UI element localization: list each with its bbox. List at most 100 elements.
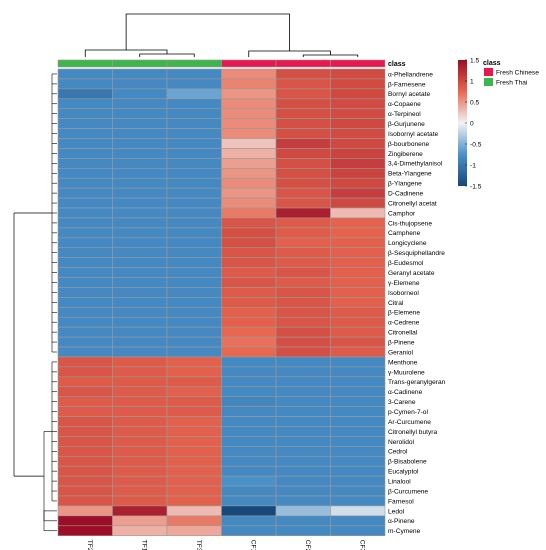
heatmap-cell [57,78,113,90]
heatmap-cell [166,108,222,119]
heatmap-cell [221,525,277,537]
heatmap-cell [275,118,331,129]
heatmap-cell [166,88,222,100]
heatmap-cell [57,158,113,169]
column-label: CF1 [249,540,256,550]
color-scale-bar [458,60,467,186]
heatmap-cell [330,88,386,100]
heatmap-cell [221,118,277,129]
heatmap-cell [275,158,331,169]
heatmap-cell [112,148,168,159]
column-label: CF2 [304,540,311,550]
heatmap-cell [275,525,331,537]
column-labels: TF2 TF1 TF3 CF1 CF2 CF3 [86,540,366,550]
heatmap-cell [275,495,331,507]
heatmap-cell [57,197,113,209]
dendrogram-branch [125,13,291,51]
class-legend-label: Fresh Chinese [496,70,539,77]
heatmap-cell [275,68,331,80]
column-label: TF3 [195,540,202,550]
heatmap-cell [275,475,331,487]
row-label: Cis-thujopsene [388,220,432,227]
row-label: α-Terpineol [388,111,421,118]
heatmap-cell [112,68,168,80]
heatmap-cell [330,257,386,268]
heatmap-cell [221,446,277,457]
heatmap-cell [275,98,331,110]
heatmap-cell [330,316,386,328]
heatmap-cell [275,267,331,278]
color-scale-tick-label: 0.5 [470,99,479,106]
heatmap-cell [112,307,168,318]
heatmap-cell [221,148,277,159]
heatmap-cell [275,346,331,358]
row-label: Beta-Ylangene [388,171,432,178]
heatmap-cell [112,505,168,517]
heatmap-cell [112,108,168,119]
heatmap-cell [57,307,113,318]
heatmap-cell [275,386,331,397]
heatmap-cell [112,326,168,338]
row-label: Ledol [388,508,405,515]
heatmap-cell [221,98,277,110]
color-scale-tick-label: -1 [470,162,476,169]
row-label: β-Curcumene [388,488,428,495]
row-label: Camphene [388,230,421,237]
heatmap-cell [330,187,386,199]
heatmap-cell [330,366,386,378]
heatmap-cell [221,217,277,229]
heatmap-cell [112,406,168,417]
heatmap-cell [275,406,331,417]
heatmap-cell [275,316,331,328]
color-scale-tick-label: -1.5 [470,183,482,190]
heatmap-cell [330,396,386,407]
heatmap-cell [57,406,113,417]
heatmap-cell [330,247,386,258]
row-label: Isobornyl acetate [388,131,439,138]
heatmap-cell [57,277,113,288]
heatmap-cell [221,207,277,219]
heatmap-cell [330,108,386,119]
heatmap-cell [112,316,168,328]
row-dendrogram [13,73,57,532]
heatmap-cell [57,366,113,378]
heatmap-cell [57,495,113,507]
heatmap-cell [221,128,277,139]
heatmap-cell [166,297,222,308]
class-legend-title: class [483,60,501,67]
heatmap-cell [166,336,222,348]
heatmap-cell [57,326,113,338]
heatmap-cell [112,257,168,268]
heatmap-cell [221,78,277,90]
heatmap-cell [275,465,331,477]
heatmap-cell [57,386,113,397]
heatmap-cell [330,177,386,189]
color-scale-tick-label: 1.5 [470,57,479,64]
heatmap-cell [166,416,222,427]
class-bar-cell [221,59,277,68]
heatmap-cell [275,356,331,368]
heatmap-cell [275,227,331,239]
dendrogram-branch [84,49,168,57]
heatmap-cell [112,356,168,368]
heatmap-cell [166,247,222,258]
row-label: Bornyl acetate [388,91,430,98]
heatmap-cell [57,455,113,467]
heatmap-cell [57,247,113,258]
heatmap-cell [221,416,277,427]
heatmap-cell [330,446,386,457]
heatmap-cell [112,416,168,427]
heatmap-cell [166,237,222,249]
heatmap-cell [275,187,331,199]
heatmap-cell [330,336,386,348]
heatmap-cell [330,267,386,278]
column-label: TF2 [86,540,93,550]
heatmap-cell [330,68,386,80]
heatmap-cell [221,505,277,517]
heatmap-cell [275,108,331,119]
heatmap-cell [221,227,277,239]
heatmap-cell [112,525,168,537]
heatmap-cell [275,257,331,268]
row-label: Nerolidol [388,439,415,446]
heatmap-cell [57,177,113,189]
